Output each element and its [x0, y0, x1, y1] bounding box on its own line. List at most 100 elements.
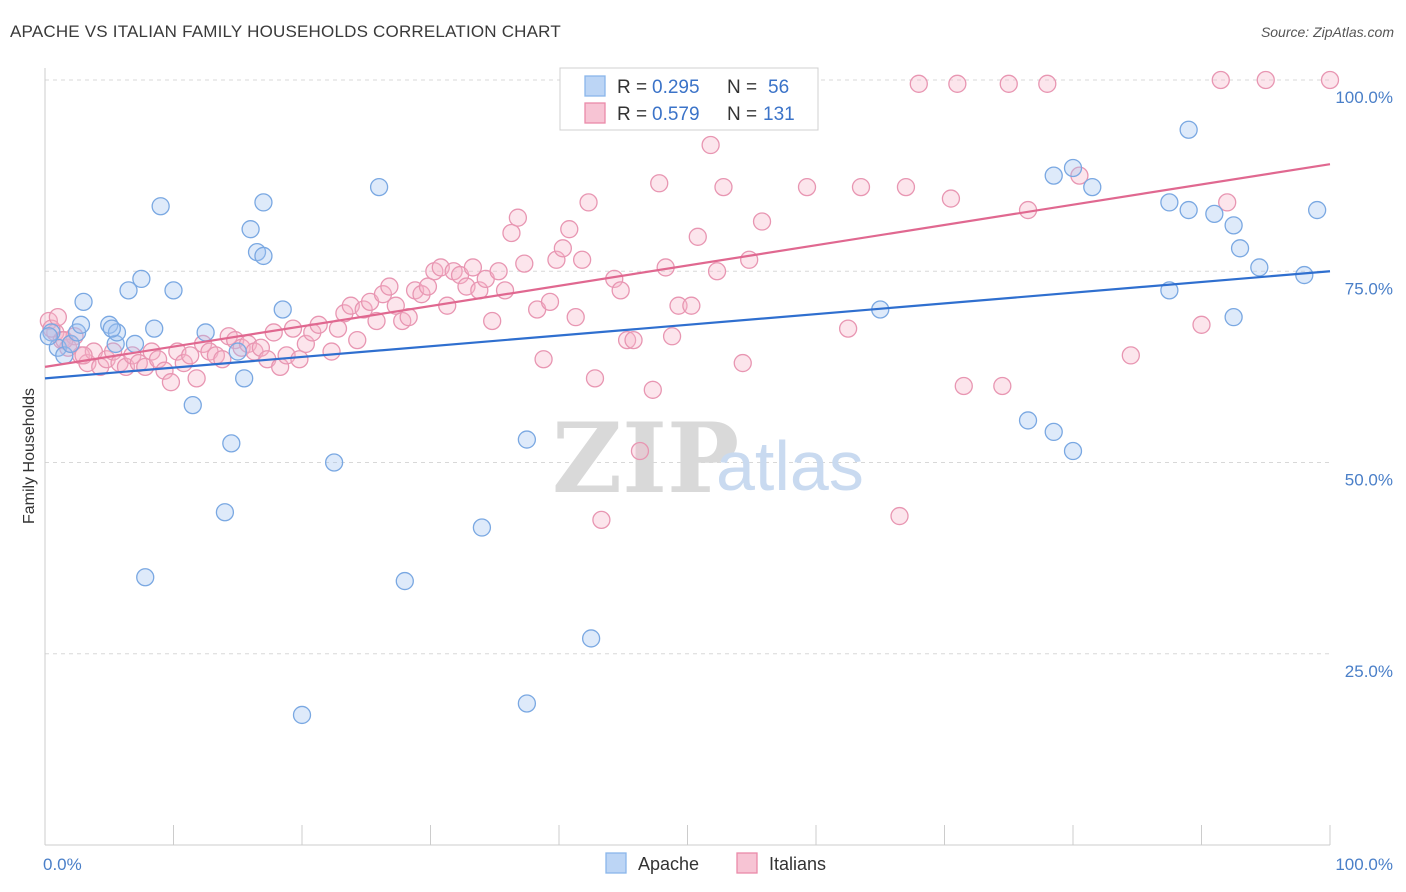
point-apache-38	[1044, 422, 1063, 442]
y-axis-label: Family Households	[21, 388, 38, 524]
point-apache-41	[1063, 441, 1083, 461]
point-italians-105	[797, 177, 817, 197]
point-italians-113	[993, 376, 1012, 396]
point-apache-48	[1224, 216, 1243, 235]
point-apache-55	[39, 327, 59, 346]
legend-r-value-apache: 0.295	[652, 77, 700, 98]
legend-swatch-italians	[584, 102, 606, 124]
point-italians-78	[553, 239, 573, 258]
point-italians-110	[941, 189, 961, 208]
point-apache-45	[1179, 120, 1198, 139]
point-apache-26	[254, 246, 273, 266]
point-italians-47	[348, 330, 367, 350]
point-apache-10	[102, 319, 121, 338]
point-italians-109	[896, 177, 916, 197]
point-apache-3	[61, 334, 80, 354]
point-italians-18	[155, 361, 174, 380]
point-italians-107	[851, 177, 871, 197]
point-apache-44	[1160, 281, 1179, 300]
point-italians-111	[954, 376, 973, 396]
point-italians-125	[909, 74, 928, 93]
point-apache-28	[292, 705, 312, 725]
point-italians-58	[418, 277, 438, 296]
point-italians-88	[624, 330, 643, 350]
point-italians-99	[714, 177, 733, 197]
point-italians-84	[592, 510, 611, 530]
point-apache-34	[517, 694, 537, 713]
point-italians-121	[1218, 193, 1237, 212]
point-apache-29	[324, 453, 344, 472]
point-apache-22	[235, 369, 254, 388]
point-italians-65	[463, 258, 483, 277]
series-italians-points	[39, 70, 1340, 530]
chart-source: Source: ZipAtlas.com	[1260, 24, 1394, 40]
point-italians-123	[1320, 70, 1340, 90]
point-italians-122	[1256, 70, 1275, 90]
trend-line-italians	[44, 163, 1331, 368]
point-apache-31	[395, 571, 414, 591]
y-tick-label-1: 50.0%	[1345, 471, 1393, 490]
watermark-atlas: atlas	[716, 427, 864, 505]
point-italians-72	[508, 208, 528, 227]
point-apache-15	[151, 197, 170, 216]
point-italians-119	[1192, 315, 1211, 334]
point-apache-30	[369, 177, 389, 197]
point-apache-52	[1295, 265, 1314, 285]
point-apache-21	[228, 342, 247, 361]
point-italians-112	[948, 74, 967, 93]
point-apache-20	[222, 434, 241, 453]
point-italians-40	[296, 334, 316, 354]
x-tick-label-1: 100.0%	[1335, 855, 1393, 874]
point-italians-95	[682, 296, 701, 315]
point-italians-91	[650, 174, 669, 193]
point-apache-53	[1308, 200, 1327, 220]
point-apache-47	[1205, 204, 1224, 224]
point-apache-43	[1160, 193, 1179, 212]
point-apache-54	[136, 568, 155, 587]
point-italians-68	[483, 311, 502, 331]
point-apache-39	[1044, 166, 1063, 185]
point-italians-76	[540, 292, 560, 312]
point-italians-106	[838, 319, 858, 338]
point-italians-73	[515, 254, 534, 273]
point-apache-27	[273, 300, 292, 319]
point-italians-77	[547, 250, 566, 269]
point-italians-114	[999, 74, 1018, 93]
point-italians-19	[161, 373, 181, 392]
point-apache-35	[581, 629, 601, 648]
point-apache-5	[74, 292, 93, 312]
chart-title: APACHE VS ITALIAN FAMILY HOUSEHOLDS CORR…	[10, 22, 561, 41]
point-italians-75	[534, 350, 553, 369]
point-italians-52	[380, 277, 399, 296]
bottom-legend: Apache Italians	[605, 852, 826, 874]
point-italians-89	[630, 441, 650, 461]
point-italians-61	[438, 296, 457, 315]
legend-box: R = 0.295 N = 56 R = 0.579 N = 131	[559, 67, 819, 131]
point-italians-43	[322, 342, 341, 361]
trend-lines	[44, 163, 1331, 380]
bottom-legend-label-italians: Italians	[769, 854, 826, 874]
point-apache-17	[183, 395, 202, 415]
bottom-legend-label-apache: Apache	[638, 854, 699, 874]
point-italians-81	[572, 250, 592, 269]
point-italians-90	[643, 380, 662, 399]
point-apache-12	[125, 334, 145, 354]
legend-n-value-apache: 56	[768, 77, 789, 98]
point-apache-18	[196, 323, 215, 342]
point-italians-69	[489, 262, 508, 281]
axes	[44, 68, 1331, 846]
y-tick-label-0: 25.0%	[1345, 662, 1393, 681]
trend-line-apache	[44, 270, 1331, 380]
point-italians-87	[617, 330, 637, 350]
point-apache-40	[1063, 158, 1083, 178]
point-italians-17	[148, 350, 168, 369]
point-italians-108	[890, 506, 909, 526]
point-apache-25	[254, 193, 273, 212]
point-apache-46	[1179, 200, 1198, 220]
point-apache-37	[1018, 411, 1038, 430]
tick-labels: 25.0% 50.0% 75.0% 100.0% 0.0% 100.0%	[43, 88, 1393, 874]
point-italians-50	[367, 311, 386, 331]
point-italians-27	[213, 350, 232, 369]
point-italians-39	[290, 350, 309, 369]
